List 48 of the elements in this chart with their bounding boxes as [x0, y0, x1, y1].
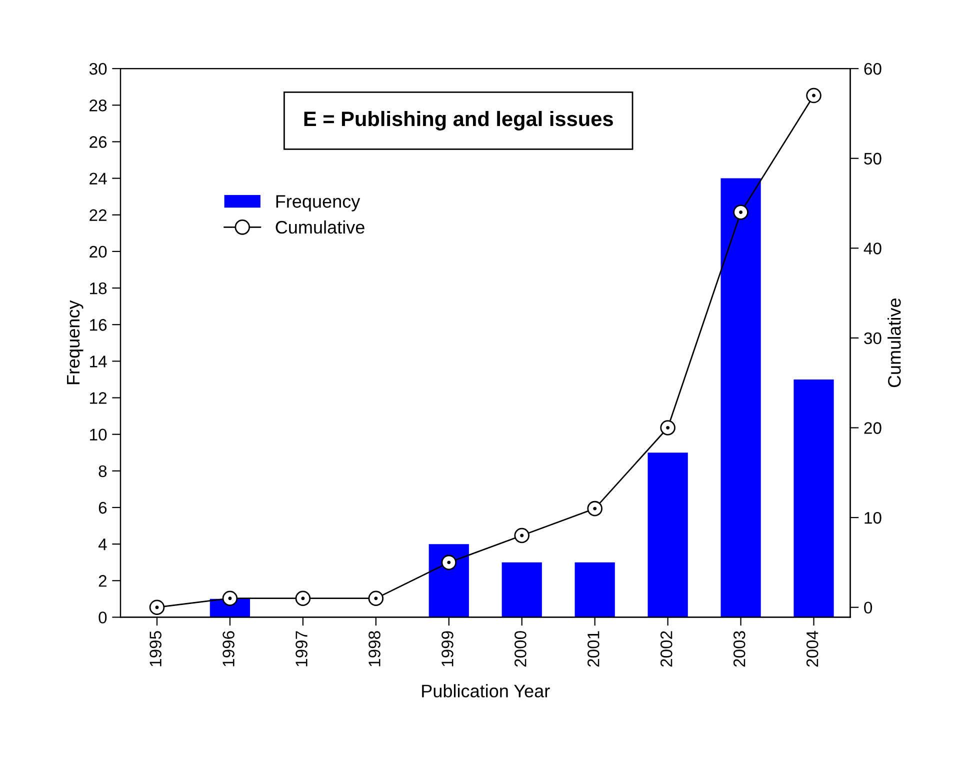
y-tick-label: 18: [90, 282, 107, 294]
x-tick-label: 1996: [222, 631, 234, 666]
y2-tick-label: 40: [864, 242, 882, 254]
y-tick-label: 4: [98, 538, 107, 550]
y-tick-label: 10: [90, 428, 107, 441]
x-tick-label: 1999: [442, 631, 454, 666]
y-tick-label: 28: [90, 100, 107, 112]
y-tick-label: 24: [90, 172, 107, 184]
legend-label: Cumulative: [276, 220, 364, 234]
x-tick-label: 1998: [368, 631, 380, 666]
x-tick-label: 1995: [150, 631, 162, 666]
y2-tick-label: 30: [864, 332, 882, 344]
y-tick-label: 22: [90, 209, 106, 221]
bar: [720, 178, 761, 618]
y2-tick-label: 60: [864, 62, 882, 75]
x-tick-label: 2003: [733, 631, 746, 667]
point: [441, 554, 457, 570]
y2-tick-label: 50: [864, 152, 882, 165]
y2-tick-label: 0: [864, 602, 872, 614]
y-tick-label: 26: [90, 136, 107, 148]
y-tick-label: 6: [98, 502, 107, 514]
legend-label: Frequency: [276, 195, 360, 212]
y-tick-label: 16: [90, 319, 107, 331]
text: E = Publishing and legal issues: [304, 110, 613, 130]
y-tick-label: 30: [89, 62, 107, 75]
point: [733, 204, 748, 220]
y2-tick-label: 20: [864, 422, 882, 434]
x-tick-label: 1997: [296, 631, 308, 666]
y-tick-label: 20: [90, 246, 107, 258]
bar: [574, 562, 615, 618]
bar: [794, 379, 834, 618]
bar: [648, 452, 688, 618]
y2-tick-label: 10: [864, 512, 882, 524]
bar: [502, 562, 542, 618]
x-tick-label: 2002: [660, 631, 672, 667]
x-tick-label: 2000: [514, 631, 526, 667]
y-tick-label: 14: [90, 356, 107, 368]
point: [222, 590, 238, 606]
x-axis-title: Publication Year: [422, 684, 550, 698]
x-tick-label: 2001: [588, 631, 600, 667]
x-tick-label: 2004: [806, 630, 818, 667]
y-axis-title: Frequency: [67, 300, 84, 384]
bar: [428, 544, 469, 618]
y-tick-label: 8: [98, 465, 107, 478]
y-tick-label: 12: [90, 392, 106, 404]
y-tick-label: 0: [98, 612, 107, 624]
y-tick-label: 2: [98, 575, 106, 587]
y2-axis-title: Cumulative: [888, 298, 901, 388]
